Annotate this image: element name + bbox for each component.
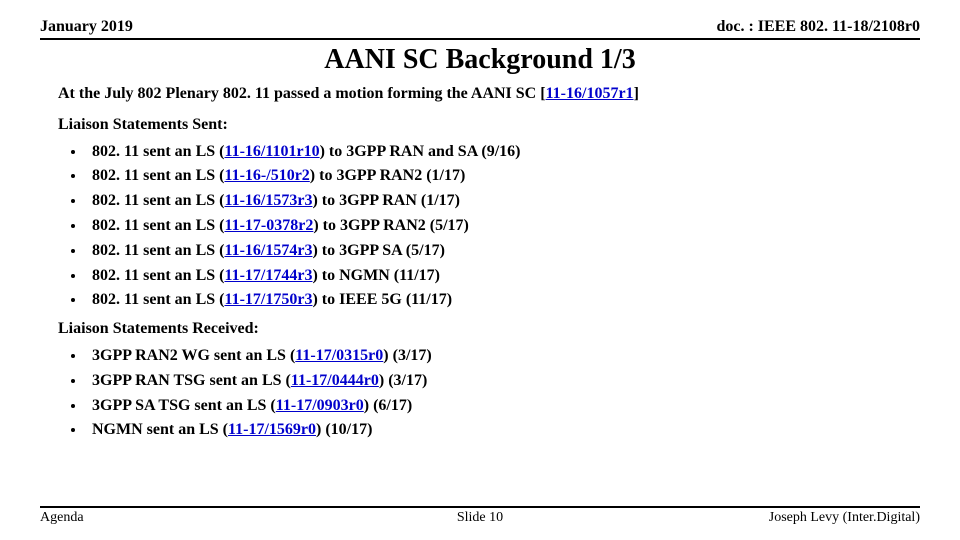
sent-item: 802. 11 sent an LS (11-16/1573r3) to 3GP… <box>86 189 902 214</box>
sent-item-suffix: ) to 3GPP RAN2 (1/17) <box>310 167 466 184</box>
sent-item-suffix: ) to 3GPP RAN (1/17) <box>312 192 460 209</box>
sent-item-link[interactable]: 11-17/1750r3 <box>224 291 312 308</box>
recv-item: 3GPP RAN2 WG sent an LS (11-17/0315r0) (… <box>86 344 902 369</box>
sent-item-suffix: ) to 3GPP SA (5/17) <box>312 242 444 259</box>
recv-heading: Liaison Statements Received: <box>58 317 902 342</box>
footer-right: Joseph Levy (Inter.Digital) <box>769 510 920 526</box>
sent-item-link[interactable]: 11-16/1573r3 <box>224 192 312 209</box>
slide-body: At the July 802 Plenary 802. 11 passed a… <box>40 82 920 443</box>
footer-row: Agenda Slide 10 Joseph Levy (Inter.Digit… <box>40 506 920 526</box>
sent-item-link[interactable]: 11-17/1744r3 <box>224 267 312 284</box>
sent-item-suffix: ) to NGMN (11/17) <box>312 267 440 284</box>
sent-item-suffix: ) to 3GPP RAN2 (5/17) <box>313 217 469 234</box>
sent-item: 802. 11 sent an LS (11-17/1750r3) to IEE… <box>86 288 902 313</box>
sent-item-prefix: 802. 11 sent an LS ( <box>92 192 224 209</box>
sent-item-link[interactable]: 11-16/1574r3 <box>224 242 312 259</box>
recv-item-link[interactable]: 11-17/0903r0 <box>276 397 364 414</box>
slide: January 2019 doc. : IEEE 802. 11-18/2108… <box>0 0 960 540</box>
recv-list: 3GPP RAN2 WG sent an LS (11-17/0315r0) (… <box>58 344 902 443</box>
recv-item: 3GPP SA TSG sent an LS (11-17/0903r0) (6… <box>86 394 902 419</box>
recv-item-prefix: 3GPP SA TSG sent an LS ( <box>92 397 276 414</box>
header-row: January 2019 doc. : IEEE 802. 11-18/2108… <box>40 18 920 40</box>
sent-item-link[interactable]: 11-16/1101r10 <box>224 143 319 160</box>
footer-left: Agenda <box>40 510 84 526</box>
recv-item-suffix: ) (10/17) <box>316 421 372 438</box>
sent-item: 802. 11 sent an LS (11-17/1744r3) to NGM… <box>86 264 902 289</box>
sent-item-prefix: 802. 11 sent an LS ( <box>92 217 224 234</box>
intro-prefix: At the July 802 Plenary 802. 11 passed a… <box>58 85 546 102</box>
sent-item-suffix: ) to 3GPP RAN and SA (9/16) <box>320 143 521 160</box>
sent-item: 802. 11 sent an LS (11-17-0378r2) to 3GP… <box>86 214 902 239</box>
recv-item-prefix: 3GPP RAN TSG sent an LS ( <box>92 372 291 389</box>
sent-item-prefix: 802. 11 sent an LS ( <box>92 291 224 308</box>
recv-item-suffix: ) (6/17) <box>364 397 412 414</box>
intro-text: At the July 802 Plenary 802. 11 passed a… <box>58 82 902 107</box>
sent-item: 802. 11 sent an LS (11-16-/510r2) to 3GP… <box>86 164 902 189</box>
sent-item-prefix: 802. 11 sent an LS ( <box>92 167 224 184</box>
recv-item: NGMN sent an LS (11-17/1569r0) (10/17) <box>86 418 902 443</box>
sent-heading: Liaison Statements Sent: <box>58 113 902 138</box>
sent-list: 802. 11 sent an LS (11-16/1101r10) to 3G… <box>58 140 902 314</box>
recv-item-link[interactable]: 11-17/1569r0 <box>228 421 316 438</box>
intro-suffix: ] <box>634 85 639 102</box>
intro-link[interactable]: 11-16/1057r1 <box>546 85 634 102</box>
sent-item-link[interactable]: 11-16-/510r2 <box>224 167 309 184</box>
recv-item-prefix: 3GPP RAN2 WG sent an LS ( <box>92 347 295 364</box>
recv-item-suffix: ) (3/17) <box>379 372 427 389</box>
recv-item-suffix: ) (3/17) <box>383 347 431 364</box>
sent-item-prefix: 802. 11 sent an LS ( <box>92 267 224 284</box>
recv-item-link[interactable]: 11-17/0315r0 <box>295 347 383 364</box>
recv-item-prefix: NGMN sent an LS ( <box>92 421 228 438</box>
header-date: January 2019 <box>40 18 133 36</box>
sent-item: 802. 11 sent an LS (11-16/1574r3) to 3GP… <box>86 239 902 264</box>
sent-item-prefix: 802. 11 sent an LS ( <box>92 242 224 259</box>
header-doc-number: doc. : IEEE 802. 11-18/2108r0 <box>716 18 920 36</box>
sent-item-prefix: 802. 11 sent an LS ( <box>92 143 224 160</box>
slide-title: AANI SC Background 1/3 <box>40 44 920 76</box>
recv-item: 3GPP RAN TSG sent an LS (11-17/0444r0) (… <box>86 369 902 394</box>
recv-item-link[interactable]: 11-17/0444r0 <box>291 372 379 389</box>
sent-item-link[interactable]: 11-17-0378r2 <box>224 217 313 234</box>
sent-item-suffix: ) to IEEE 5G (11/17) <box>312 291 452 308</box>
sent-item: 802. 11 sent an LS (11-16/1101r10) to 3G… <box>86 140 902 165</box>
